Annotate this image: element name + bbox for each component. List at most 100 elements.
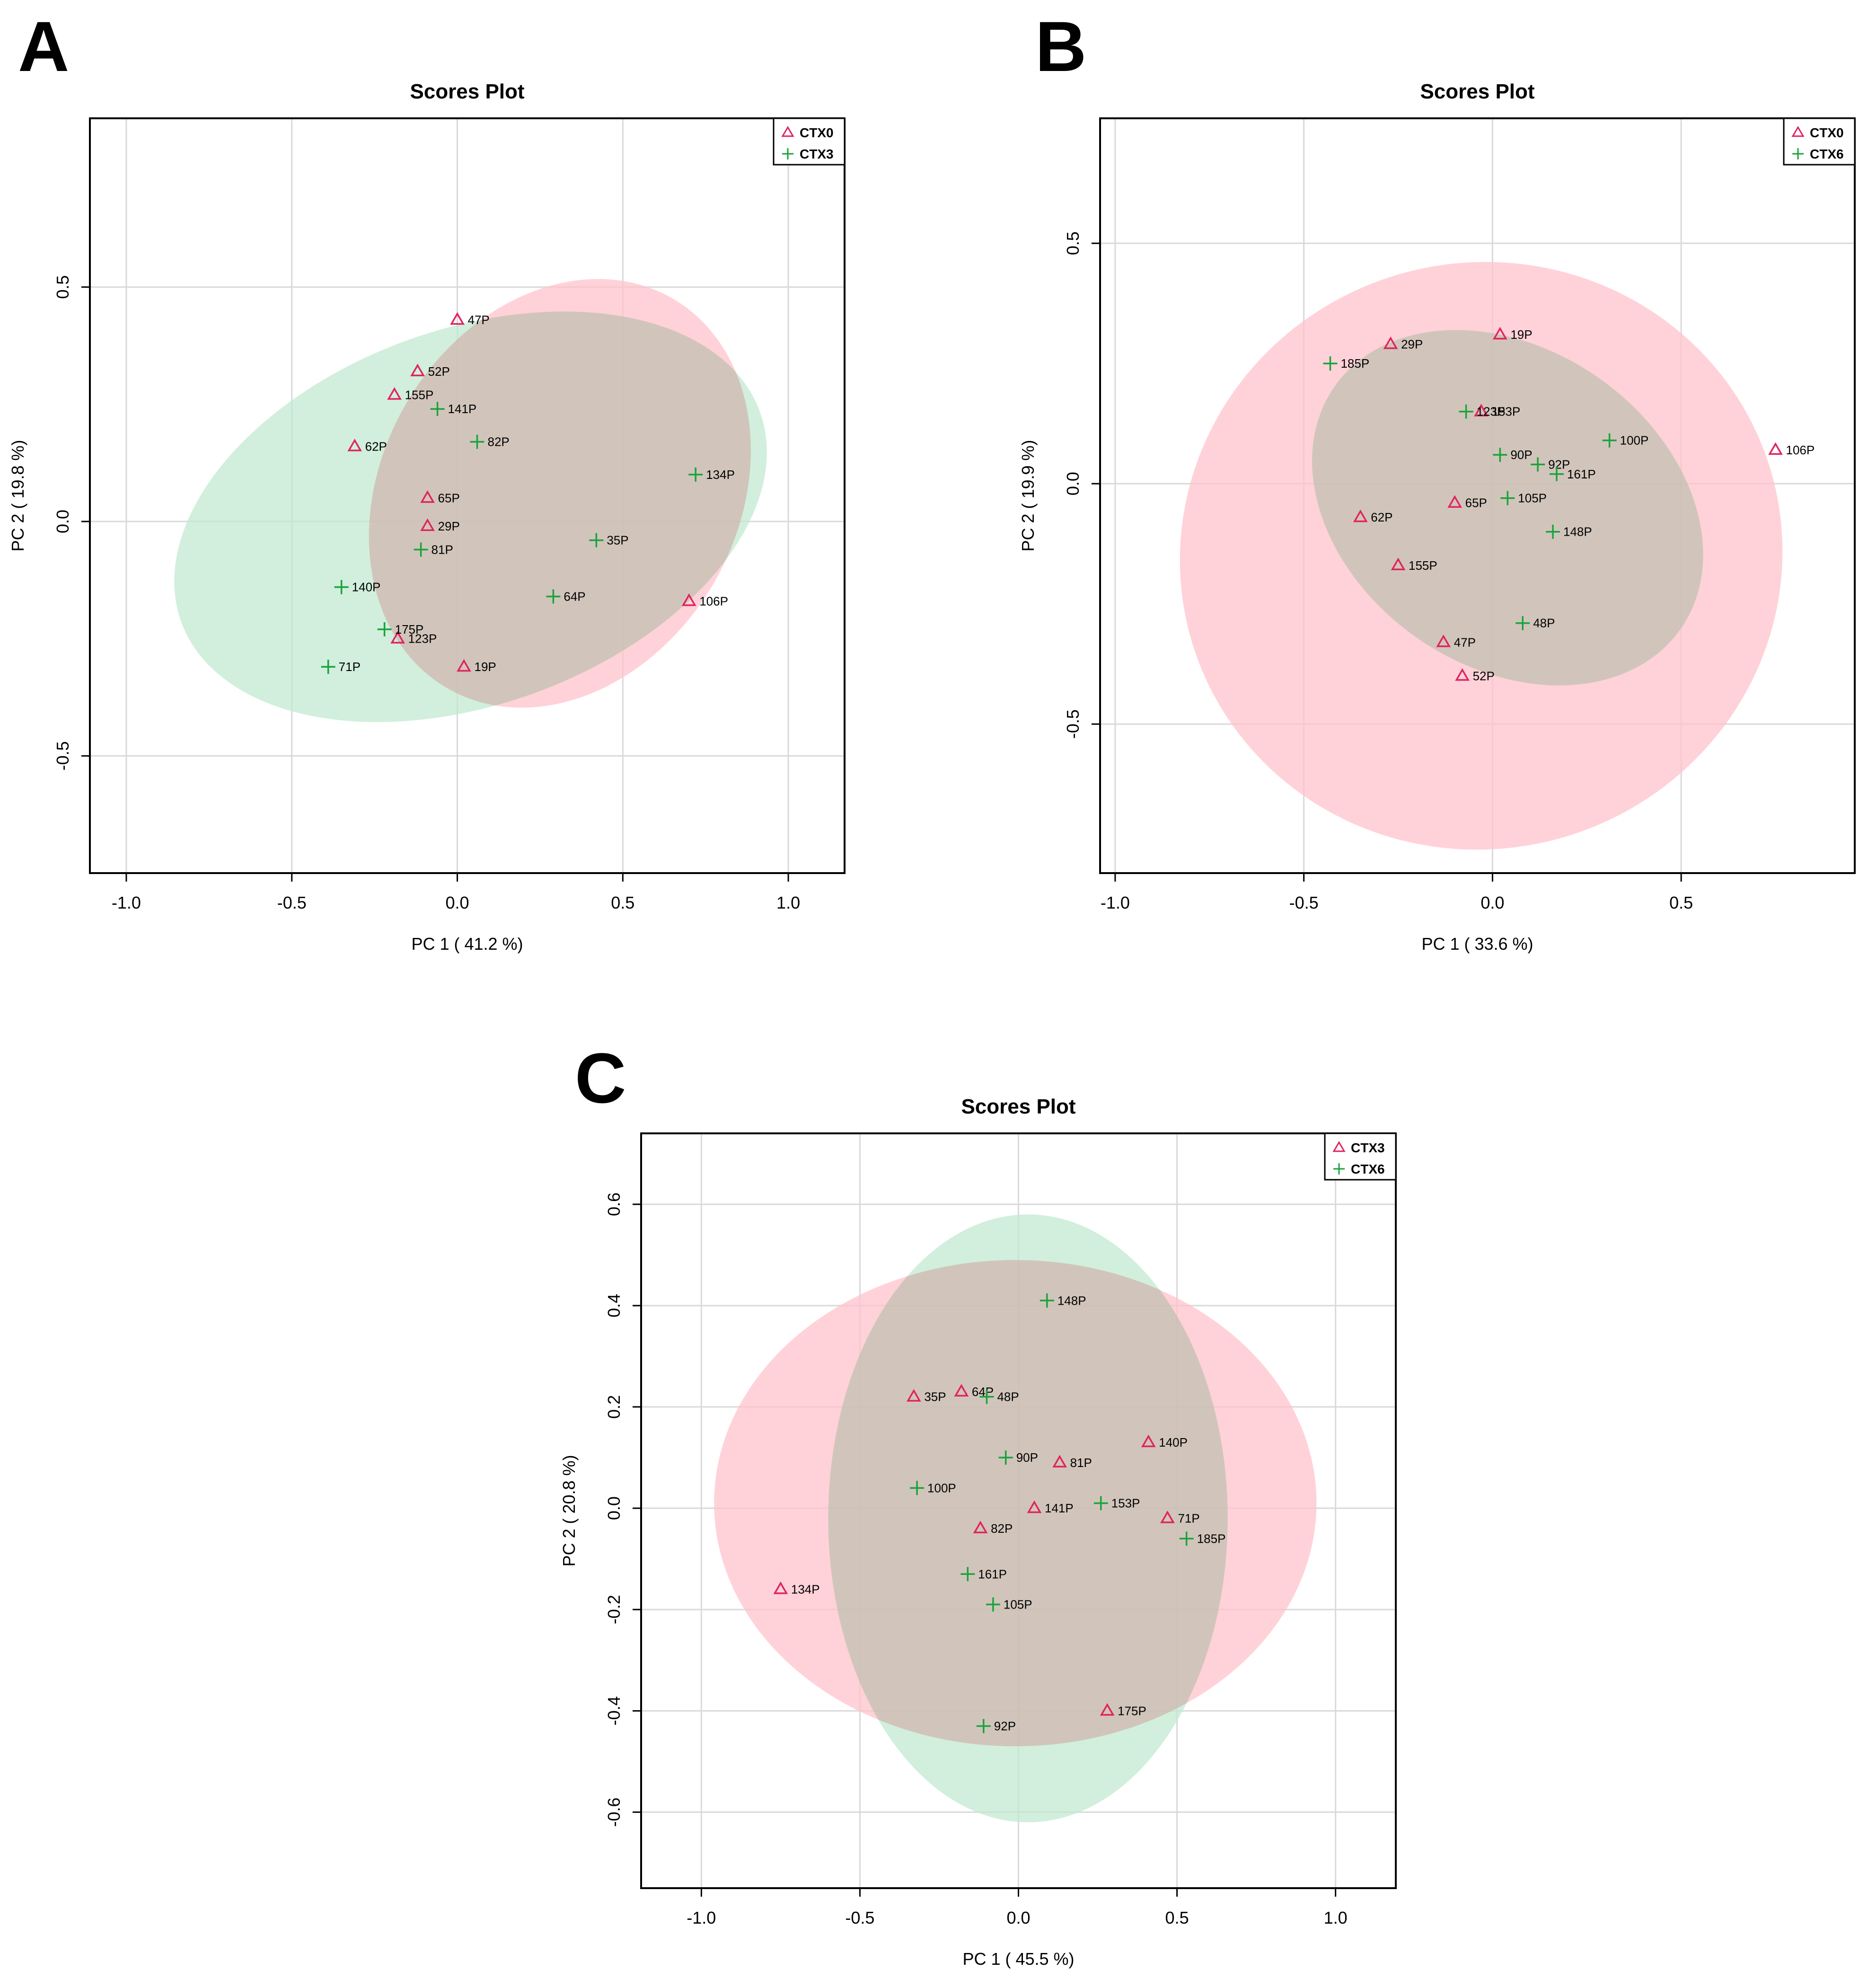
series-ctx3: 141P 82P 134P 35P 81P 140P 64P 175P 71P — [321, 402, 735, 674]
point-marker-triangle — [1141, 1434, 1156, 1448]
y-axis-label: PC 2 ( 19.9 %) — [1018, 440, 1038, 551]
point-marker-triangle — [1447, 495, 1463, 508]
legend-marker-triangle — [781, 126, 794, 137]
point-marker-triangle — [1436, 634, 1451, 647]
point-label: 141P — [448, 402, 477, 416]
point-marker-triangle — [1383, 336, 1398, 349]
point-marker-triangle — [1160, 1511, 1175, 1523]
y-tick-label: 0.0 — [604, 1496, 624, 1520]
point-marker-triangle — [1052, 1455, 1067, 1468]
x-tick-label: 0.0 — [1480, 893, 1504, 912]
point-label: 123P — [1477, 405, 1506, 419]
y-tick-label: 0.5 — [1063, 231, 1083, 255]
point-marker-triangle — [973, 1520, 988, 1534]
point-label: 155P — [405, 388, 434, 402]
y-tick-label: 0.4 — [604, 1294, 624, 1317]
point-marker-triangle — [1474, 404, 1489, 416]
point-label: 62P — [365, 439, 387, 453]
point-label: 82P — [487, 435, 509, 449]
point-label: 153P — [1491, 405, 1520, 419]
legend-label: CTX3 — [800, 147, 834, 161]
point-label: 185P — [1197, 1531, 1226, 1546]
legend-box — [1783, 117, 1856, 166]
x-axis: -1.0 -0.5 0.0 0.5 1.0 PC 1 ( 45.5 %) — [687, 1888, 1348, 1969]
point-label: 81P — [432, 542, 453, 557]
point-label: 148P — [1563, 525, 1592, 539]
point-marker-triangle — [1768, 442, 1783, 455]
panel-letter: A — [18, 7, 69, 86]
legend-label: CTX0 — [800, 125, 834, 140]
series-ctx6: 148P 48P 90P 100P 153P 185P 161P 105P 92P — [910, 1293, 1225, 1733]
point-label: 153P — [1111, 1496, 1140, 1510]
confidence-ellipses — [174, 279, 767, 722]
y-tick-label: -0.5 — [1063, 709, 1083, 739]
legend-box — [773, 117, 846, 166]
x-tick-label: -1.0 — [687, 1908, 716, 1927]
point-label: 175P — [1118, 1704, 1146, 1718]
y-tick-label: -0.6 — [604, 1797, 624, 1827]
x-axis: -1.0 -0.5 0.0 0.5 1.0 PC 1 ( 41.2 %) — [112, 873, 800, 954]
point-label: 161P — [1567, 467, 1596, 481]
point-label: 35P — [607, 533, 628, 548]
point-marker-triangle — [387, 387, 402, 400]
legend-label: CTX0 — [1810, 125, 1844, 140]
legend: CTX0 CTX6 — [1783, 117, 1856, 166]
point-label: 105P — [1518, 491, 1547, 505]
point-label: 82P — [991, 1521, 1013, 1536]
plot-title: Scores Plot — [961, 1095, 1075, 1118]
point-label: 92P — [994, 1719, 1016, 1733]
panel-letter: C — [575, 1038, 626, 1118]
ellipse-ctx6 — [1312, 330, 1703, 686]
y-tick-label: 0.2 — [604, 1395, 624, 1419]
x-tick-label: -0.5 — [845, 1908, 874, 1927]
x-tick-label: 1.0 — [776, 893, 800, 912]
point-label: 29P — [1401, 337, 1423, 351]
point-label: 19P — [475, 660, 496, 674]
y-tick-label: 0.6 — [604, 1193, 624, 1216]
y-tick-label: -0.4 — [604, 1696, 624, 1725]
x-tick-label: -1.0 — [112, 893, 141, 912]
point-marker-triangle — [773, 1581, 788, 1594]
x-tick-label: 0.0 — [445, 893, 469, 912]
point-marker-triangle — [1455, 668, 1470, 681]
point-label: 141P — [1045, 1501, 1074, 1515]
legend: CTX0 CTX3 — [773, 117, 846, 166]
point-label: 62P — [1371, 510, 1392, 524]
y-axis-label: PC 2 ( 19.8 %) — [8, 440, 27, 551]
point-label: 148P — [1057, 1293, 1086, 1308]
panel-letter: B — [1035, 7, 1086, 86]
x-axis-label: PC 1 ( 45.5 %) — [962, 1949, 1074, 1969]
confidence-ellipses — [714, 1214, 1317, 1822]
point-marker-triangle — [410, 363, 425, 377]
point-marker-triangle — [906, 1389, 921, 1402]
point-label: 71P — [339, 660, 361, 674]
point-label: 35P — [924, 1390, 946, 1404]
y-tick-label: -0.5 — [53, 741, 72, 770]
y-tick-label: 0.0 — [53, 510, 72, 533]
x-tick-label: 0.5 — [1669, 893, 1693, 912]
y-axis: -0.6 -0.4 -0.2 0.0 0.2 0.4 0.6 PC 2 ( 20.8 %) — [559, 1193, 641, 1827]
point-label: 123P — [408, 632, 437, 646]
point-label: 52P — [428, 364, 450, 379]
point-label: 64P — [564, 589, 585, 603]
confidence-ellipses — [1180, 262, 1783, 850]
y-axis: -0.5 0.0 0.5 PC 2 ( 19.9 %) — [1018, 231, 1100, 739]
point-label: 155P — [1409, 558, 1437, 573]
plot-frame — [1099, 117, 1856, 874]
point-marker-triangle — [450, 312, 465, 325]
series-ctx0: 19P 29P 153P 65P 62P 155P 47P 52P 106P — [1353, 327, 1815, 683]
point-label: 90P — [1016, 1450, 1038, 1465]
point-label: 65P — [1465, 496, 1487, 510]
point-label: 140P — [352, 580, 381, 594]
y-axis-label: PC 2 ( 20.8 %) — [559, 1455, 579, 1566]
point-marker-triangle — [954, 1384, 969, 1397]
point-label: 19P — [1510, 327, 1532, 342]
point-label: 105P — [1004, 1598, 1032, 1612]
point-marker-triangle — [1027, 1500, 1042, 1513]
point-marker-triangle — [681, 593, 696, 606]
point-label: 47P — [468, 313, 490, 327]
point-marker-triangle — [457, 659, 471, 672]
